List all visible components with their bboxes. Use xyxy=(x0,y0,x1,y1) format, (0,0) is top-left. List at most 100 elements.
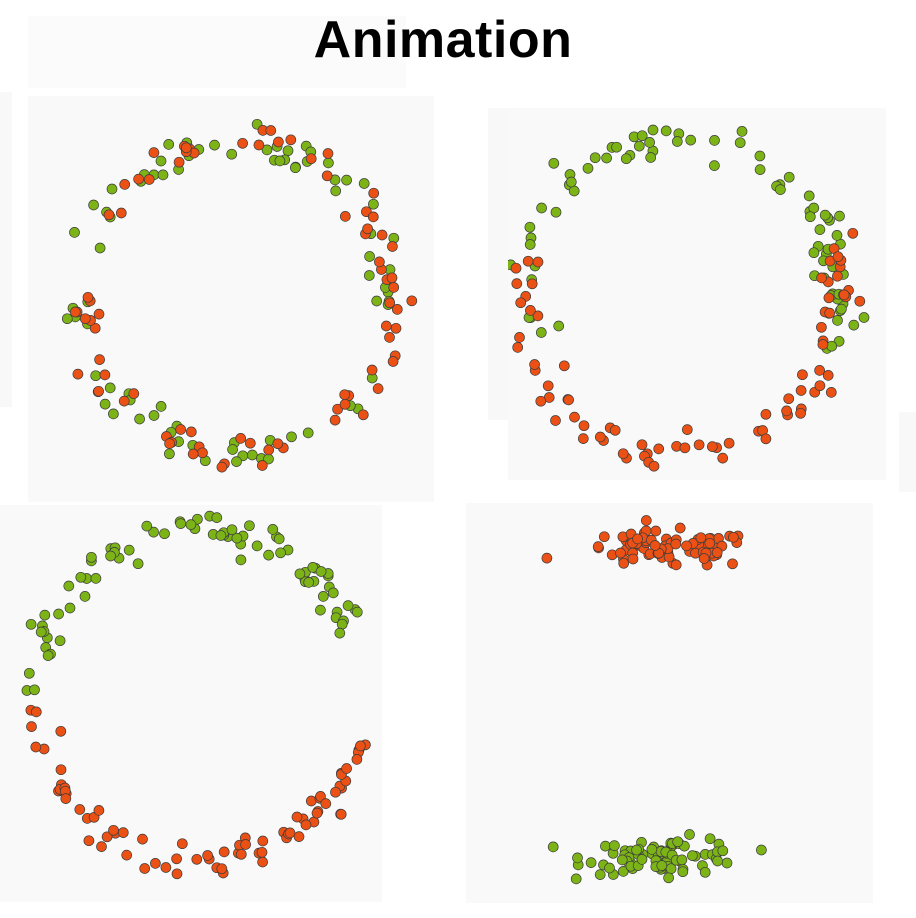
scatter-point xyxy=(368,187,380,199)
scatter-point xyxy=(55,725,67,737)
scatter-point xyxy=(128,388,140,399)
scatter-point xyxy=(387,356,399,367)
scatter-point xyxy=(267,524,279,535)
scatter-point xyxy=(578,420,590,432)
scatter-point xyxy=(532,310,544,322)
scatter-point xyxy=(72,368,84,380)
scatter-point xyxy=(163,139,175,150)
scatter-point xyxy=(390,322,402,334)
scatter-point xyxy=(274,155,286,167)
scatter-point xyxy=(384,332,395,343)
scatter-point xyxy=(150,858,161,869)
scatter-point xyxy=(253,139,265,151)
scatter-point xyxy=(93,805,105,816)
scatter-point xyxy=(148,147,160,158)
scatter-point xyxy=(582,162,594,174)
scatter-point xyxy=(660,125,672,137)
scatter-point xyxy=(825,387,837,398)
scatter-point xyxy=(26,721,37,732)
scatter-point xyxy=(240,839,251,850)
scatter-point xyxy=(148,410,160,421)
scatter-point xyxy=(676,854,688,866)
scatter-point xyxy=(712,855,723,867)
scatter-point xyxy=(231,456,242,467)
scatter-point xyxy=(351,606,363,618)
scatter-point xyxy=(134,413,145,425)
scatter-point xyxy=(814,224,826,235)
scatter-point xyxy=(209,139,220,151)
scatter-point xyxy=(640,515,652,526)
scatter-point xyxy=(706,441,718,452)
scatter-point xyxy=(273,533,285,545)
scatter-point xyxy=(358,178,370,189)
scatter-point xyxy=(261,144,273,156)
scatter-plot-2 xyxy=(508,124,870,472)
scatter-point xyxy=(604,862,615,874)
scatter-point xyxy=(290,162,301,174)
scatter-point xyxy=(620,153,632,165)
scatter-point xyxy=(636,854,648,865)
scatter-point xyxy=(215,530,227,541)
scatter-point xyxy=(83,835,95,847)
scatter-point xyxy=(681,424,693,435)
scatter-point xyxy=(541,552,553,564)
scatter-point xyxy=(717,845,729,857)
scatter-point xyxy=(302,427,314,439)
scatter-point xyxy=(118,395,130,407)
scatter-point xyxy=(836,303,847,315)
scatter-point xyxy=(386,272,398,284)
scatter-point xyxy=(273,136,284,148)
scatter-point xyxy=(364,251,375,262)
scatter-plot-3 xyxy=(21,510,371,880)
scatter-point xyxy=(522,255,534,267)
scatter-point xyxy=(265,125,277,136)
scatter-point xyxy=(339,398,351,410)
scatter-point xyxy=(191,853,203,865)
scatter-point xyxy=(216,863,228,875)
scatter-point xyxy=(93,385,104,397)
scatter-point xyxy=(384,297,396,309)
scatter-point xyxy=(783,393,795,405)
scatter-point xyxy=(532,256,544,268)
scatter-point xyxy=(711,547,723,558)
scatter-point xyxy=(197,447,208,459)
scatter-point xyxy=(609,840,620,851)
scatter-point xyxy=(525,305,536,316)
scatter-point xyxy=(317,591,329,602)
scatter-point xyxy=(321,170,333,182)
scatter-point xyxy=(618,557,630,569)
scatter-point xyxy=(704,833,716,845)
scatter-point xyxy=(311,807,323,819)
scatter-point xyxy=(704,537,716,549)
scatter-point xyxy=(826,340,838,352)
scatter-point xyxy=(64,602,76,614)
scatter-point xyxy=(355,740,366,752)
scatter-point xyxy=(315,791,326,802)
scatter-point xyxy=(315,604,326,616)
scatter-point xyxy=(164,448,175,460)
scatter-point xyxy=(728,531,739,543)
scatter-point xyxy=(524,239,536,250)
scatter-point xyxy=(832,270,843,282)
scatter-point xyxy=(717,452,729,464)
scatter-point xyxy=(617,448,629,460)
scatter-point xyxy=(362,223,373,235)
scatter-point xyxy=(636,439,648,451)
scatter-point xyxy=(202,850,213,861)
scatter-point xyxy=(563,394,574,406)
scatter-point xyxy=(833,335,845,347)
scatter-point xyxy=(132,558,144,570)
scatter-point xyxy=(535,327,547,338)
scatter-point xyxy=(553,320,565,332)
scatter-point xyxy=(90,370,102,382)
scatter-point xyxy=(74,804,86,815)
scatter-point xyxy=(632,533,643,545)
scatter-point xyxy=(275,547,286,559)
scatter-plot-4 xyxy=(541,515,767,885)
scatter-point xyxy=(336,618,348,630)
scatter-point xyxy=(817,339,829,350)
scatter-point xyxy=(569,411,580,423)
scatter-point xyxy=(363,270,375,281)
scatter-point xyxy=(185,426,197,438)
scatter-point xyxy=(636,130,648,142)
